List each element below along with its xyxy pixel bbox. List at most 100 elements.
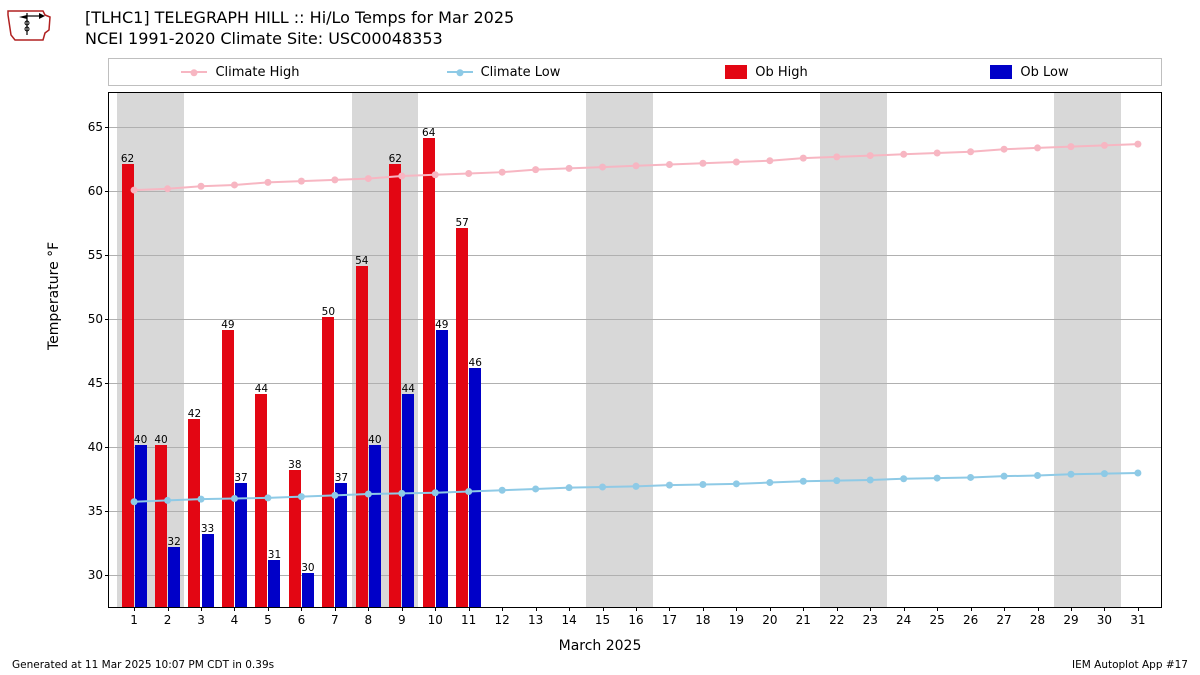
legend-label: Ob High — [755, 65, 808, 80]
climate-high-marker — [264, 179, 271, 186]
xtick-label: 19 — [729, 613, 744, 627]
xtick-label: 26 — [963, 613, 978, 627]
plot-area: 3035404550556065123456789101112131415161… — [108, 92, 1162, 608]
climate-high-marker — [1101, 142, 1108, 149]
legend-ob-low: Ob Low — [898, 65, 1161, 80]
climate-high-marker — [566, 165, 573, 172]
climate-low-marker — [231, 495, 238, 502]
climate-high-marker — [432, 171, 439, 178]
climate-low-marker — [900, 475, 907, 482]
climate-high-marker — [499, 169, 506, 176]
ytick-label: 35 — [88, 504, 103, 518]
climate-low-marker — [867, 477, 874, 484]
climate-low-marker — [633, 483, 640, 490]
legend-label: Climate Low — [481, 65, 561, 80]
climate-high-marker — [867, 152, 874, 159]
xtick-label: 24 — [896, 613, 911, 627]
climate-high-marker — [198, 183, 205, 190]
climate-low-marker — [699, 481, 706, 488]
climate-low-marker — [599, 484, 606, 491]
ytick-label: 40 — [88, 440, 103, 454]
xtick-label: 17 — [662, 613, 677, 627]
climate-low-marker — [1001, 473, 1008, 480]
climate-low-marker — [833, 477, 840, 484]
footer-app: IEM Autoplot App #17 — [1072, 659, 1188, 671]
climate-low-marker — [532, 485, 539, 492]
climate-high-marker — [766, 157, 773, 164]
climate-low-marker — [1101, 470, 1108, 477]
climate-low-marker — [432, 489, 439, 496]
climate-low-marker — [365, 491, 372, 498]
xtick-label: 2 — [164, 613, 172, 627]
legend-label: Ob Low — [1020, 65, 1068, 80]
climate-high-marker — [231, 181, 238, 188]
climate-low-marker — [766, 479, 773, 486]
title-line-2: NCEI 1991-2020 Climate Site: USC00048353 — [85, 29, 514, 50]
xtick-label: 7 — [331, 613, 339, 627]
xtick-label: 28 — [1030, 613, 1045, 627]
xtick-label: 14 — [561, 613, 576, 627]
ytick-label: 55 — [88, 248, 103, 262]
xtick-label: 1 — [130, 613, 138, 627]
climate-high-marker — [699, 160, 706, 167]
ytick-label: 30 — [88, 568, 103, 582]
xtick-label: 20 — [762, 613, 777, 627]
xtick-label: 6 — [298, 613, 306, 627]
legend-climate-high: Climate High — [109, 65, 372, 80]
y-axis-label: Temperature °F — [46, 242, 62, 350]
climate-low-marker — [331, 492, 338, 499]
ytick-label: 45 — [88, 376, 103, 390]
climate-low-marker — [566, 484, 573, 491]
climate-high-marker — [1067, 143, 1074, 150]
ytick-label: 65 — [88, 120, 103, 134]
climate-high-marker — [298, 178, 305, 185]
xtick-label: 11 — [461, 613, 476, 627]
climate-high-marker — [331, 176, 338, 183]
climate-low-marker — [800, 478, 807, 485]
climate-low-marker — [666, 482, 673, 489]
climate-high-marker — [666, 161, 673, 168]
title-line-1: [TLHC1] TELEGRAPH HILL :: Hi/Lo Temps fo… — [85, 8, 514, 29]
xtick-label: 22 — [829, 613, 844, 627]
xtick-label: 30 — [1097, 613, 1112, 627]
legend-ob-high: Ob High — [635, 65, 898, 80]
climate-low-marker — [1067, 471, 1074, 478]
climate-low-marker — [1034, 472, 1041, 479]
ytick-label: 60 — [88, 184, 103, 198]
xtick-label: 18 — [695, 613, 710, 627]
climate-high-marker — [800, 155, 807, 162]
xtick-label: 21 — [796, 613, 811, 627]
climate-low-marker — [398, 490, 405, 497]
climate-low-marker — [198, 496, 205, 503]
xtick-label: 4 — [231, 613, 239, 627]
climate-lines — [109, 93, 1161, 607]
xtick-label: 31 — [1130, 613, 1145, 627]
xtick-label: 3 — [197, 613, 205, 627]
xtick-label: 23 — [863, 613, 878, 627]
climate-high-marker — [164, 185, 171, 192]
climate-high-marker — [398, 173, 405, 180]
legend-label: Climate High — [215, 65, 299, 80]
xtick-label: 5 — [264, 613, 272, 627]
xtick-label: 8 — [364, 613, 372, 627]
xtick-label: 10 — [428, 613, 443, 627]
legend-climate-low: Climate Low — [372, 65, 635, 80]
xtick-label: 13 — [528, 613, 543, 627]
climate-high-marker — [934, 150, 941, 157]
iem-logo — [5, 5, 55, 45]
xtick-label: 27 — [996, 613, 1011, 627]
climate-low-marker — [465, 488, 472, 495]
xtick-label: 9 — [398, 613, 406, 627]
climate-high-marker — [599, 164, 606, 171]
climate-low-marker — [264, 494, 271, 501]
climate-high-marker — [833, 153, 840, 160]
footer-generated: Generated at 11 Mar 2025 10:07 PM CDT in… — [12, 659, 274, 671]
climate-low-marker — [298, 493, 305, 500]
xtick-label: 16 — [628, 613, 643, 627]
climate-low-marker — [934, 475, 941, 482]
ytick-label: 50 — [88, 312, 103, 326]
climate-high-marker — [733, 158, 740, 165]
climate-high-marker — [900, 151, 907, 158]
climate-low-marker — [967, 474, 974, 481]
xtick-label: 29 — [1063, 613, 1078, 627]
